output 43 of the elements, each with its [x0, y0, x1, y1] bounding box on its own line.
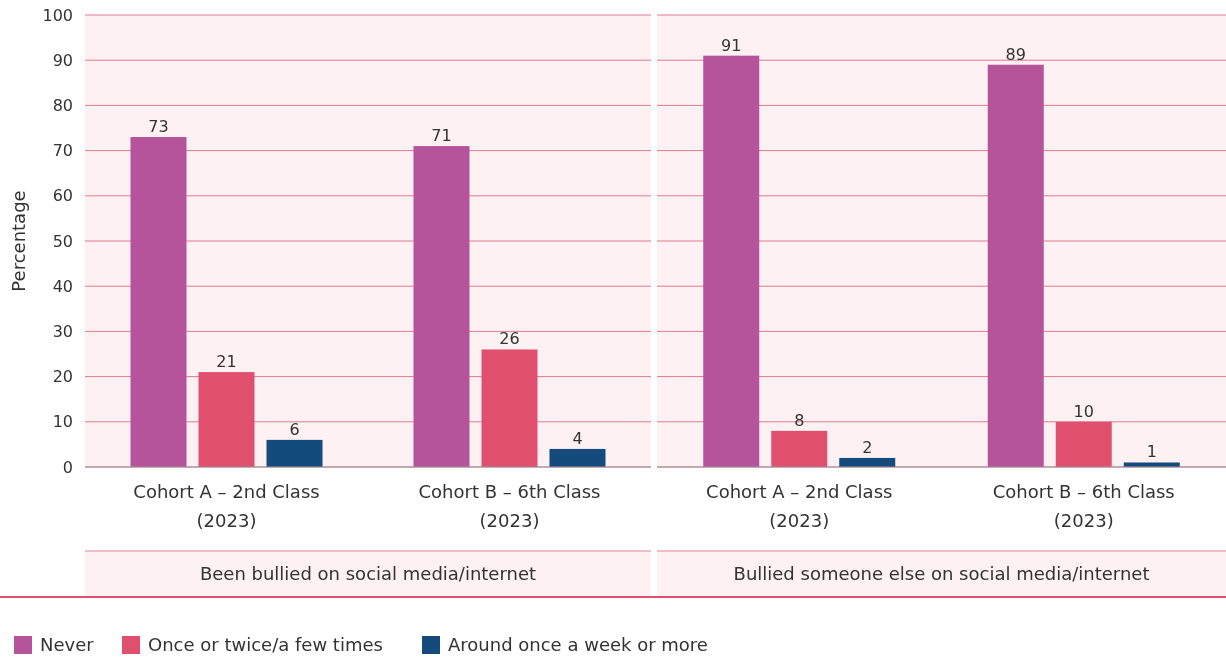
data-label: 8 [794, 410, 805, 430]
data-label: 91 [721, 35, 742, 55]
data-label: 71 [431, 126, 452, 146]
y-tick-label: 80 [52, 96, 73, 115]
data-label: 4 [572, 428, 583, 448]
data-label: 2 [862, 437, 873, 457]
legend-label: Around once a week or more [448, 634, 708, 655]
y-tick-label: 100 [42, 5, 73, 25]
text: Been bullied on social media/internet [199, 563, 537, 584]
data-label: 21 [216, 352, 237, 372]
y-tick-label: 10 [52, 412, 73, 432]
y-axis-title: Percentage [8, 190, 29, 292]
data-label: 89 [1005, 44, 1026, 64]
bar [549, 448, 606, 467]
data-label: 6 [289, 419, 300, 439]
bar [413, 146, 470, 467]
legend-label: Never [40, 634, 95, 655]
x-tick-label: Cohort B – 6th Class (2023) [418, 481, 601, 531]
data-label: 10 [1073, 401, 1094, 421]
bar [771, 430, 828, 467]
y-tick-label: 70 [52, 141, 73, 161]
y-tick-label: 30 [52, 322, 73, 341]
data-label: 26 [499, 329, 520, 349]
x-tick-label: Cohort A – 2nd Class (2023) [133, 481, 320, 531]
y-tick-label: 60 [52, 186, 73, 206]
legend-label: Once or twice/a few times [148, 634, 383, 655]
y-tick-label: 20 [52, 367, 73, 387]
data-label: 1 [1146, 442, 1157, 462]
bar [481, 349, 538, 467]
bar [130, 137, 187, 467]
x-tick-label: Cohort A – 2nd Class (2023) [706, 481, 893, 531]
data-label: 73 [148, 117, 169, 137]
text: Bullied someone else on social media/internet [733, 563, 1150, 584]
bar [703, 55, 760, 467]
bar [266, 439, 323, 467]
y-tick-label: 50 [52, 231, 73, 251]
bar [198, 372, 255, 467]
x-tick-label: Cohort B – 6th Class (2023) [992, 481, 1175, 531]
bar [987, 64, 1044, 467]
y-tick-label: 40 [52, 276, 73, 296]
y-tick-label: 90 [52, 50, 73, 70]
y-tick-label: 0 [62, 457, 73, 477]
bar [1055, 421, 1112, 467]
